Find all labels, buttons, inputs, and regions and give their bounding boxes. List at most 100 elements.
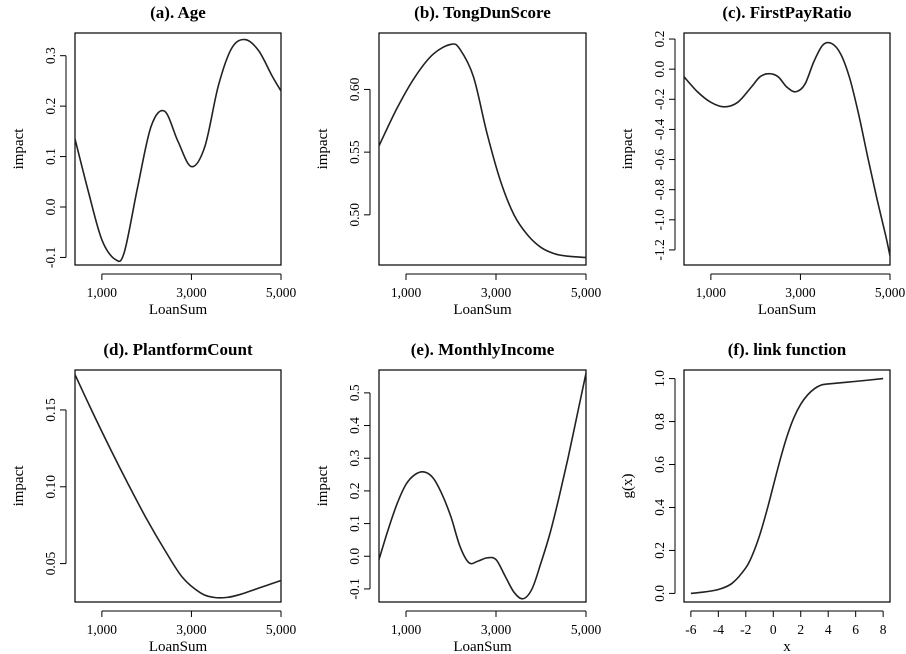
data-point (213, 597, 215, 599)
data-point (137, 186, 139, 188)
data-point (540, 562, 542, 564)
data-point (128, 484, 130, 486)
data-point (772, 485, 774, 487)
x-tick-label: 5,000 (875, 285, 906, 300)
x-tick-label: 3,000 (176, 622, 207, 637)
data-point (450, 43, 452, 45)
data-point (204, 146, 206, 148)
y-tick-label: 0.2 (347, 482, 362, 499)
data-point (786, 86, 788, 88)
data-point (226, 597, 228, 599)
data-point (567, 457, 569, 459)
y-tick-label: -0.8 (652, 179, 667, 201)
data-point (432, 477, 434, 479)
data-point (831, 43, 833, 45)
data-point (531, 588, 533, 590)
data-point (450, 516, 452, 518)
y-tick-label: 0.0 (652, 585, 667, 602)
data-point (414, 474, 416, 476)
panel-6: (f). link function -6 -4 -2 0 2 4 6 8 0.0 0.2 0.4 0.… (620, 340, 891, 654)
y-axis-label: impact (11, 465, 27, 507)
panel-title: (b). TongDunScore (414, 3, 551, 22)
data-point (889, 255, 891, 257)
y-tick-label: 0.05 (43, 552, 58, 576)
y-tick-label: 0.1 (43, 148, 58, 165)
x-tick-label: 3,000 (481, 622, 512, 637)
data-point (558, 497, 560, 499)
panel-3: (c). FirstPayRatio 1,000 3,000 5,000 -1.2 -1.… (620, 3, 905, 318)
series-line (378, 43, 587, 259)
panel-title: (a). Age (150, 3, 206, 22)
x-tick-label: -2 (740, 622, 751, 637)
panel-2: (b). TongDunScore 1,000 3,000 5,000 0.50 0.55… (315, 3, 601, 318)
x-tick-label: 5,000 (266, 622, 297, 637)
x-tick-label: 5,000 (571, 622, 602, 637)
data-point (849, 77, 851, 79)
data-point (92, 412, 94, 414)
data-point (813, 61, 815, 63)
series-line (74, 38, 282, 263)
y-tick-label: 0.0 (43, 198, 58, 215)
data-point (513, 591, 515, 593)
data-point (793, 417, 795, 419)
data-point (867, 156, 869, 158)
data-point (182, 577, 184, 579)
y-tick-label: -0.2 (652, 89, 667, 110)
x-axis-label: LoanSum (149, 302, 208, 318)
y-tick-label: 0.8 (652, 413, 667, 430)
panel-title: (e). MonthlyIncome (411, 340, 555, 359)
data-point (258, 50, 260, 52)
series-line (74, 374, 282, 599)
y-tick-label: 0.3 (347, 450, 362, 467)
data-point (459, 546, 461, 548)
y-tick-label: 0.4 (347, 417, 362, 434)
data-point (737, 102, 739, 104)
data-point (554, 253, 556, 255)
data-point (146, 518, 148, 520)
data-point (513, 214, 515, 216)
data-point (486, 133, 488, 135)
x-tick-label: 5,000 (266, 285, 297, 300)
data-point (807, 394, 809, 396)
data-point (567, 255, 569, 257)
data-point (378, 559, 380, 561)
data-point (271, 75, 273, 77)
data-point (759, 76, 761, 78)
data-point (766, 511, 768, 513)
y-tick-label: -1.2 (652, 239, 667, 260)
plot-frame (683, 369, 891, 603)
x-axis-label: LoanSum (453, 302, 512, 318)
data-point (522, 598, 524, 600)
y-tick-label: 0.3 (43, 47, 58, 64)
data-point (882, 378, 884, 380)
data-point (387, 529, 389, 531)
y-axis-label: impact (620, 128, 636, 170)
data-point (759, 535, 761, 537)
x-tick-label: 1,000 (87, 285, 118, 300)
data-point (800, 403, 802, 405)
data-point (885, 234, 887, 236)
plot-frame (74, 32, 282, 266)
data-point (218, 85, 220, 87)
y-tick-label: 0.5 (347, 384, 362, 401)
data-point (731, 583, 733, 585)
data-point (752, 554, 754, 556)
x-tick-label: 1,000 (87, 622, 118, 637)
data-point (724, 106, 726, 108)
data-point (710, 102, 712, 104)
data-point (500, 180, 502, 182)
data-point (164, 110, 166, 112)
data-point (585, 372, 587, 374)
y-tick-label: 0.60 (347, 77, 362, 101)
data-point (477, 560, 479, 562)
data-point (74, 374, 76, 376)
x-tick-label: -4 (713, 622, 724, 637)
x-tick-label: 3,000 (176, 285, 207, 300)
y-tick-label: 0.2 (652, 31, 667, 48)
data-point (253, 589, 255, 591)
y-axis-label: impact (11, 128, 27, 170)
data-point (468, 562, 470, 564)
data-point (164, 549, 166, 551)
plot-frame (378, 369, 587, 603)
